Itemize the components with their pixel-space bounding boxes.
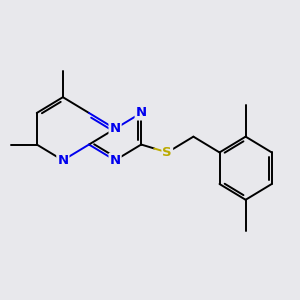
Text: N: N: [110, 154, 121, 167]
Text: N: N: [57, 154, 68, 167]
Text: S: S: [163, 146, 172, 159]
Text: N: N: [110, 122, 121, 135]
Text: N: N: [136, 106, 147, 119]
